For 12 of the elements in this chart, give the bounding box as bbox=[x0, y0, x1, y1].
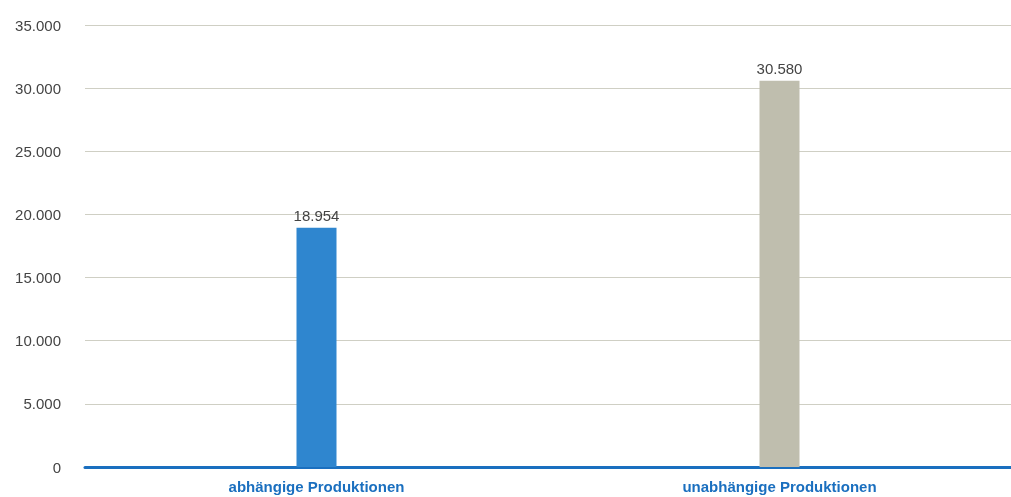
x-tick-label: unabhängige Produktionen bbox=[682, 478, 877, 495]
y-tick-label: 30.000 bbox=[15, 79, 61, 97]
y-tick-label: 10.000 bbox=[15, 332, 61, 350]
y-tick-label: 20.000 bbox=[15, 205, 61, 223]
y-tick-label: 15.000 bbox=[15, 269, 61, 287]
y-tick-label: 25.000 bbox=[15, 142, 61, 160]
x-tick-label: abhängige Produktionen bbox=[228, 478, 405, 495]
data-label: 18.954 bbox=[293, 206, 340, 224]
data-label: 30.580 bbox=[756, 59, 803, 77]
y-tick-label: 5.000 bbox=[23, 395, 61, 413]
y-tick-label: 35.000 bbox=[15, 16, 61, 34]
y-tick-label: 0 bbox=[52, 458, 61, 476]
